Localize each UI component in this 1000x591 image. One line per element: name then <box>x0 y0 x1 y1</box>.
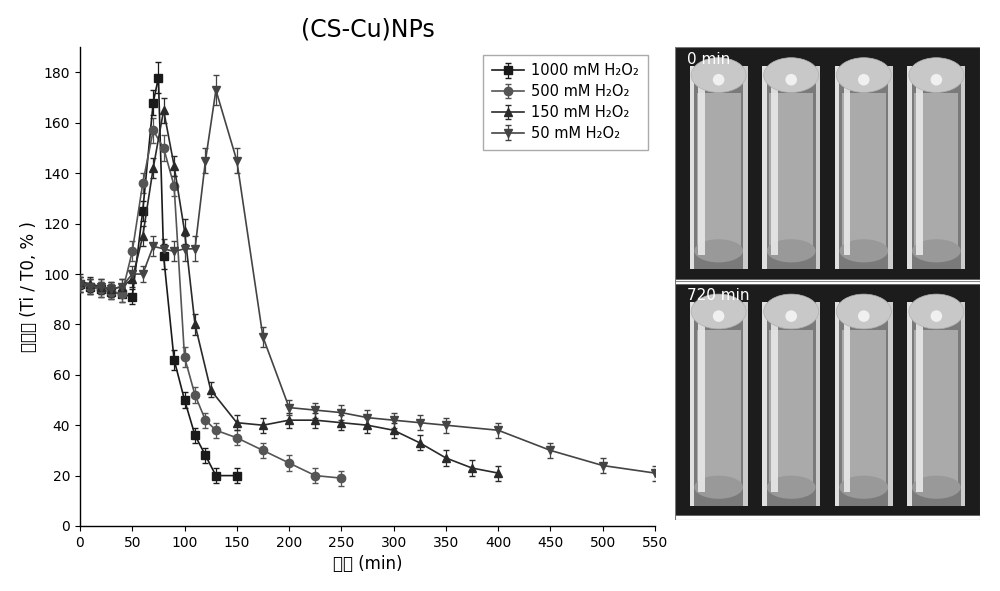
Bar <box>907 66 912 269</box>
Bar <box>698 318 705 492</box>
Text: 720 min: 720 min <box>687 288 750 303</box>
Bar <box>839 66 888 269</box>
Legend: 1000 mM H₂O₂, 500 mM H₂O₂, 150 mM H₂O₂, 50 mM H₂O₂: 1000 mM H₂O₂, 500 mM H₂O₂, 150 mM H₂O₂, … <box>483 54 648 150</box>
Bar <box>839 302 888 506</box>
Bar <box>767 302 816 506</box>
Bar <box>675 47 980 279</box>
Bar <box>771 82 778 255</box>
Bar <box>694 302 743 506</box>
Bar <box>888 66 893 269</box>
Ellipse shape <box>858 310 870 322</box>
Bar <box>769 330 813 492</box>
Ellipse shape <box>912 476 961 499</box>
X-axis label: 时间 (min): 时间 (min) <box>333 556 402 573</box>
Bar <box>844 318 850 492</box>
Bar <box>914 93 958 255</box>
Bar <box>916 82 923 255</box>
Bar <box>675 284 980 515</box>
Ellipse shape <box>785 310 797 322</box>
Bar <box>767 66 816 269</box>
Bar <box>835 66 839 269</box>
Ellipse shape <box>839 239 888 262</box>
Bar <box>912 302 961 506</box>
Ellipse shape <box>691 58 746 92</box>
Bar <box>762 66 767 269</box>
Bar <box>844 82 850 255</box>
Bar <box>690 66 694 269</box>
Title: (CS-Cu)NPs: (CS-Cu)NPs <box>301 17 434 41</box>
Ellipse shape <box>836 58 891 92</box>
Bar <box>771 318 778 492</box>
Bar <box>842 330 886 492</box>
Y-axis label: 透过率 (Ti / T0, % ): 透过率 (Ti / T0, % ) <box>20 221 38 352</box>
Ellipse shape <box>764 294 819 329</box>
Ellipse shape <box>713 74 724 86</box>
Bar <box>690 302 694 506</box>
Ellipse shape <box>912 239 961 262</box>
Bar <box>835 302 839 506</box>
Ellipse shape <box>858 74 870 86</box>
Bar <box>698 82 705 255</box>
Ellipse shape <box>694 239 743 262</box>
Bar <box>961 66 965 269</box>
Ellipse shape <box>836 294 891 329</box>
Bar <box>907 302 912 506</box>
Ellipse shape <box>839 476 888 499</box>
Ellipse shape <box>909 294 964 329</box>
Ellipse shape <box>767 476 816 499</box>
Bar <box>762 302 767 506</box>
Ellipse shape <box>713 310 724 322</box>
Bar <box>914 330 958 492</box>
Bar <box>697 93 741 255</box>
Bar <box>743 66 748 269</box>
Ellipse shape <box>767 239 816 262</box>
Bar <box>743 302 748 506</box>
Bar <box>961 302 965 506</box>
Ellipse shape <box>931 74 942 86</box>
Bar <box>912 66 961 269</box>
Ellipse shape <box>909 58 964 92</box>
Bar <box>842 93 886 255</box>
Ellipse shape <box>694 476 743 499</box>
Ellipse shape <box>764 58 819 92</box>
Bar <box>769 93 813 255</box>
Bar <box>816 302 820 506</box>
Text: 0 min: 0 min <box>687 52 730 67</box>
Bar <box>888 302 893 506</box>
Bar <box>697 330 741 492</box>
Bar <box>694 66 743 269</box>
Ellipse shape <box>691 294 746 329</box>
Ellipse shape <box>785 74 797 86</box>
Ellipse shape <box>931 310 942 322</box>
Bar <box>916 318 923 492</box>
Bar <box>816 66 820 269</box>
